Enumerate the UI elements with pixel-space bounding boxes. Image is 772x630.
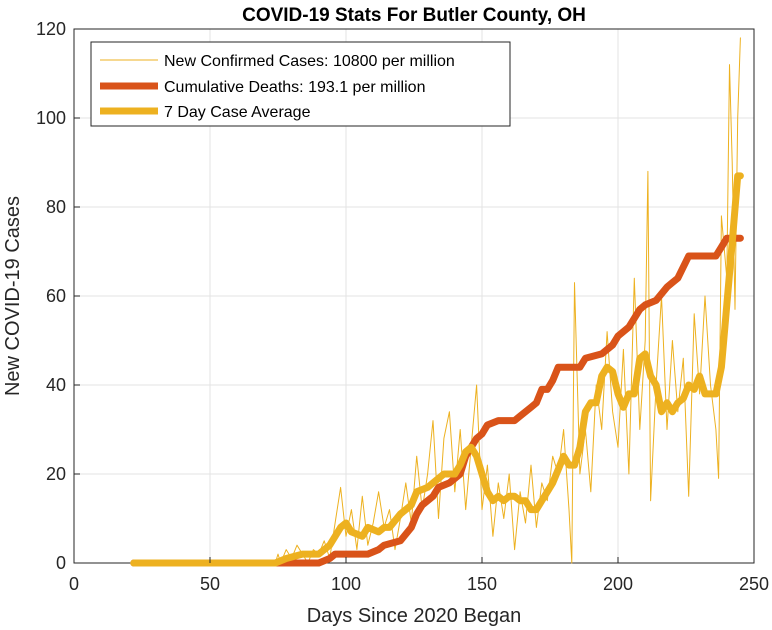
x-tick-label: 0 bbox=[69, 574, 79, 594]
series-line-7-day-average bbox=[130, 172, 744, 567]
series-layer bbox=[130, 37, 744, 567]
chart-title: COVID-19 Stats For Butler County, OH bbox=[242, 5, 586, 26]
y-tick-label: 20 bbox=[46, 464, 66, 484]
y-tick-label: 80 bbox=[46, 197, 66, 217]
x-axis-ticks: 0 50 100 150 200 250 bbox=[69, 557, 769, 594]
y-tick-label: 40 bbox=[46, 375, 66, 395]
legend: New Confirmed Cases: 10800 per million C… bbox=[90, 41, 511, 127]
legend-label-7-day-average: 7 Day Case Average bbox=[164, 104, 311, 121]
x-tick-label: 250 bbox=[739, 574, 769, 594]
legend-label-new-cases: New Confirmed Cases: 10800 per million bbox=[164, 53, 455, 70]
x-tick-label: 100 bbox=[331, 574, 361, 594]
y-tick-label: 120 bbox=[36, 19, 66, 39]
x-tick-label: 200 bbox=[603, 574, 633, 594]
x-tick-label: 50 bbox=[200, 574, 220, 594]
y-tick-label: 100 bbox=[36, 108, 66, 128]
y-tick-label: 60 bbox=[46, 286, 66, 306]
y-tick-label: 0 bbox=[56, 553, 66, 573]
y-axis-label: New COVID-19 Cases bbox=[2, 196, 24, 396]
series-line-cumulative-deaths bbox=[130, 234, 744, 567]
legend-label-cumulative-deaths: Cumulative Deaths: 193.1 per million bbox=[164, 79, 425, 96]
legend-box bbox=[90, 41, 511, 127]
y-axis-ticks: 0 20 40 60 80 100 120 bbox=[36, 19, 80, 573]
x-axis-label: Days Since 2020 Began bbox=[307, 605, 522, 627]
x-tick-label: 150 bbox=[467, 574, 497, 594]
